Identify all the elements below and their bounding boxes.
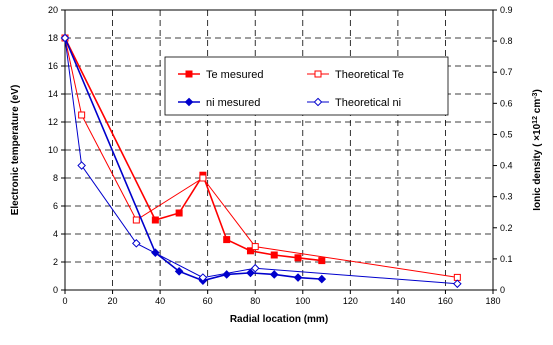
- legend-entry-2: ni mesured: [178, 97, 260, 109]
- right-y-tick-label: 0.4: [500, 161, 513, 171]
- data-point: [222, 270, 231, 279]
- data-point: [174, 267, 184, 276]
- left-y-tick-label: 20: [48, 5, 58, 15]
- legend-marker: [185, 70, 193, 78]
- right-y-axis-title: Ionic density ( ×1012 cm-3): [532, 89, 544, 211]
- x-axis-ticks: 0 20 40 60 80 100 120 140 160 180: [62, 290, 501, 306]
- data-point: [132, 239, 141, 248]
- data-point: [132, 216, 140, 224]
- x-tick-label: 20: [108, 296, 118, 306]
- data-point: [318, 257, 326, 265]
- left-y-axis-ticks: 0 2 4 6 8 10 12 14 16 18 20: [48, 5, 65, 295]
- left-y-tick-label: 12: [48, 117, 58, 127]
- x-tick-label: 40: [155, 296, 165, 306]
- data-point: [60, 33, 70, 43]
- data-point: [175, 209, 183, 217]
- series-line: [64, 37, 458, 285]
- left-y-tick-label: 0: [53, 285, 58, 295]
- data-point: [151, 216, 159, 224]
- right-y-axis-ticks: 0 0.1 0.2 0.3 0.4 0.5 0.6 0.7 0.8 0.9: [493, 5, 513, 295]
- x-tick-label: 140: [390, 296, 405, 306]
- right-y-axis-title-suffix: ): [532, 89, 543, 92]
- legend-marker: [313, 97, 323, 107]
- right-y-tick-label: 0: [500, 285, 505, 295]
- left-y-tick-label: 16: [48, 61, 58, 71]
- legend-entry-3: Theoretical ni: [307, 97, 401, 109]
- data-point: [199, 174, 207, 182]
- legend-marker: [184, 97, 194, 107]
- legend-label: Theoretical ni: [335, 97, 401, 109]
- data-point: [293, 273, 303, 282]
- data-point: [246, 247, 254, 255]
- right-y-tick-label: 0.1: [500, 254, 513, 264]
- legend-label: ni mesured: [206, 97, 260, 109]
- right-y-axis-title-exp1: 12: [532, 116, 539, 124]
- left-y-tick-label: 10: [48, 145, 58, 155]
- right-y-tick-label: 0.7: [500, 67, 513, 77]
- data-point: [317, 274, 327, 284]
- legend-entry-0: Te mesured: [178, 69, 263, 81]
- right-y-tick-label: 0.9: [500, 5, 513, 15]
- x-tick-label: 0: [62, 296, 67, 306]
- data-point: [251, 243, 259, 251]
- legend-entry-1: Theoretical Te: [307, 69, 404, 81]
- data-point: [198, 273, 208, 282]
- grid-lines: [65, 10, 493, 290]
- right-y-axis-title-exp2: -3: [532, 92, 539, 98]
- right-y-tick-label: 0.8: [500, 36, 513, 46]
- left-y-tick-label: 8: [53, 173, 58, 183]
- legend-marker: [314, 70, 322, 78]
- data-point: [78, 111, 86, 119]
- data-point: [246, 268, 255, 278]
- right-y-tick-label: 0.2: [500, 223, 513, 233]
- data-point: [250, 263, 260, 273]
- x-axis-title: Radial location (mm): [230, 314, 328, 325]
- x-tick-label: 160: [438, 296, 453, 306]
- right-y-tick-label: 0.6: [500, 98, 513, 108]
- left-y-tick-label: 6: [53, 201, 58, 211]
- left-y-tick-label: 14: [48, 89, 58, 99]
- data-series: [60, 33, 462, 289]
- data-point: [223, 236, 231, 244]
- data-point: [269, 270, 279, 279]
- legend-label: Theoretical Te: [335, 69, 404, 81]
- x-tick-label: 120: [343, 296, 358, 306]
- x-tick-label: 60: [203, 296, 213, 306]
- right-y-axis-title-prefix: Ionic density ( ×10: [532, 123, 543, 210]
- x-tick-label: 80: [250, 296, 260, 306]
- left-y-axis-title: Electronic temperature (eV): [10, 85, 21, 216]
- series-3: [60, 33, 462, 289]
- left-y-tick-label: 18: [48, 33, 58, 43]
- x-tick-label: 100: [295, 296, 310, 306]
- series-line: [64, 37, 458, 278]
- data-point: [270, 251, 278, 259]
- left-y-tick-label: 2: [53, 257, 58, 267]
- legend-box: [164, 56, 449, 116]
- legend: Te mesured Theoretical Te ni mesured Theore…: [164, 56, 449, 116]
- data-point: [294, 254, 302, 262]
- right-y-tick-label: 0.3: [500, 192, 513, 202]
- data-point: [77, 161, 86, 170]
- right-y-tick-label: 0.5: [500, 129, 513, 139]
- legend-label: Te mesured: [206, 69, 263, 81]
- data-point: [453, 279, 462, 289]
- left-y-tick-label: 4: [53, 229, 58, 239]
- right-y-axis-title-mid: cm: [532, 99, 543, 116]
- x-tick-label: 180: [485, 296, 500, 306]
